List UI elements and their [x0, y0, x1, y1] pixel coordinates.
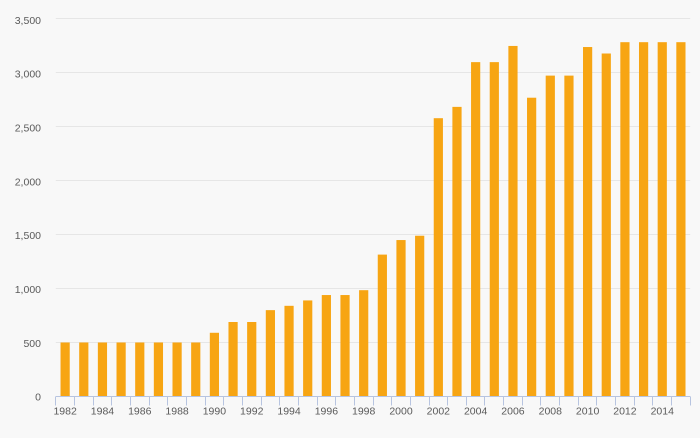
- svg-text:2,000: 2,000: [15, 176, 41, 188]
- svg-text:1998: 1998: [352, 406, 376, 418]
- svg-text:2,500: 2,500: [15, 123, 41, 135]
- svg-text:3,500: 3,500: [15, 15, 41, 27]
- svg-text:2000: 2000: [389, 406, 413, 418]
- svg-text:1984: 1984: [91, 406, 115, 418]
- svg-text:2004: 2004: [464, 406, 488, 418]
- svg-text:1992: 1992: [240, 406, 264, 418]
- svg-text:1,000: 1,000: [15, 284, 41, 296]
- svg-text:1988: 1988: [165, 406, 189, 418]
- svg-text:1994: 1994: [277, 406, 301, 418]
- svg-text:2012: 2012: [613, 406, 637, 418]
- svg-text:0: 0: [35, 392, 41, 404]
- svg-text:1996: 1996: [315, 406, 339, 418]
- svg-text:1,500: 1,500: [15, 230, 41, 242]
- svg-text:1986: 1986: [128, 406, 152, 418]
- svg-text:2008: 2008: [539, 406, 563, 418]
- svg-text:2002: 2002: [427, 406, 451, 418]
- svg-text:3,000: 3,000: [15, 69, 41, 81]
- svg-text:2006: 2006: [501, 406, 525, 418]
- svg-text:500: 500: [23, 338, 41, 350]
- svg-text:2014: 2014: [651, 406, 675, 418]
- svg-text:1982: 1982: [53, 406, 77, 418]
- svg-text:1990: 1990: [203, 406, 227, 418]
- svg-text:2010: 2010: [576, 406, 600, 418]
